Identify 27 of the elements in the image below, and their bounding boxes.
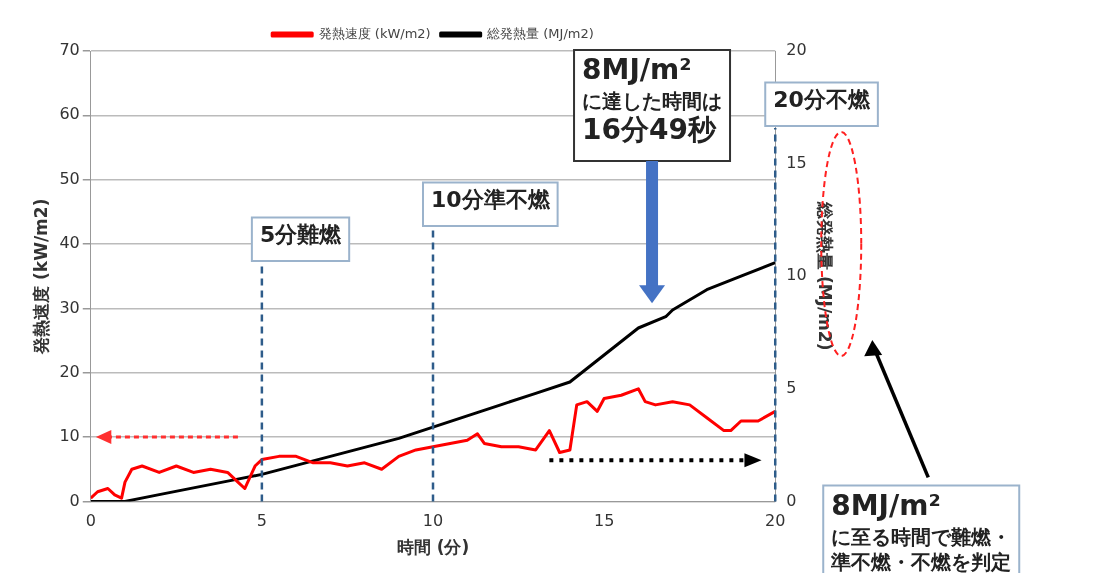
y2-tick-label: 0 (786, 490, 797, 510)
y-axis-title: 発熱速度 (kW/m2) (30, 198, 51, 355)
x-tick-label: 20 (765, 511, 786, 531)
y2-tick-label: 15 (786, 152, 807, 172)
x-tick-label: 0 (85, 511, 96, 531)
ref-line-label: 10分準不燃 (431, 187, 551, 213)
legend-label: 総発熱量 (MJ/m2) (486, 25, 594, 41)
x-tick-label: 5 (256, 511, 267, 531)
y-tick-label: 60 (59, 104, 80, 124)
y2-tick-label: 5 (786, 377, 797, 397)
ref-line-label: 5分難燃 (259, 222, 343, 248)
y-tick-label: 40 (59, 233, 80, 253)
y2-tick-label: 20 (786, 40, 807, 60)
y-tick-label: 30 (59, 297, 80, 317)
y-tick-label: 20 (59, 361, 80, 381)
x-tick-label: 10 (422, 511, 444, 531)
y-tick-label: 10 (59, 426, 80, 446)
ref-line-label: 20分不燃 (773, 87, 871, 113)
y2-tick-label: 10 (786, 265, 807, 285)
x-axis-title: 時間 (分) (396, 537, 470, 558)
y-tick-label: 50 (59, 168, 80, 188)
legend-label: 発熱速度 (kW/m2) (318, 25, 431, 41)
text: 8MJ/m²に至る時間で難燃・準不燃・不燃を判定 (830, 488, 1012, 574)
annotation: 8MJ/m²に達した時間は16分49秒 (582, 53, 723, 147)
y-tick-label: 0 (69, 490, 80, 510)
y-tick-label: 70 (59, 40, 80, 60)
x-tick-label: 15 (593, 511, 615, 531)
